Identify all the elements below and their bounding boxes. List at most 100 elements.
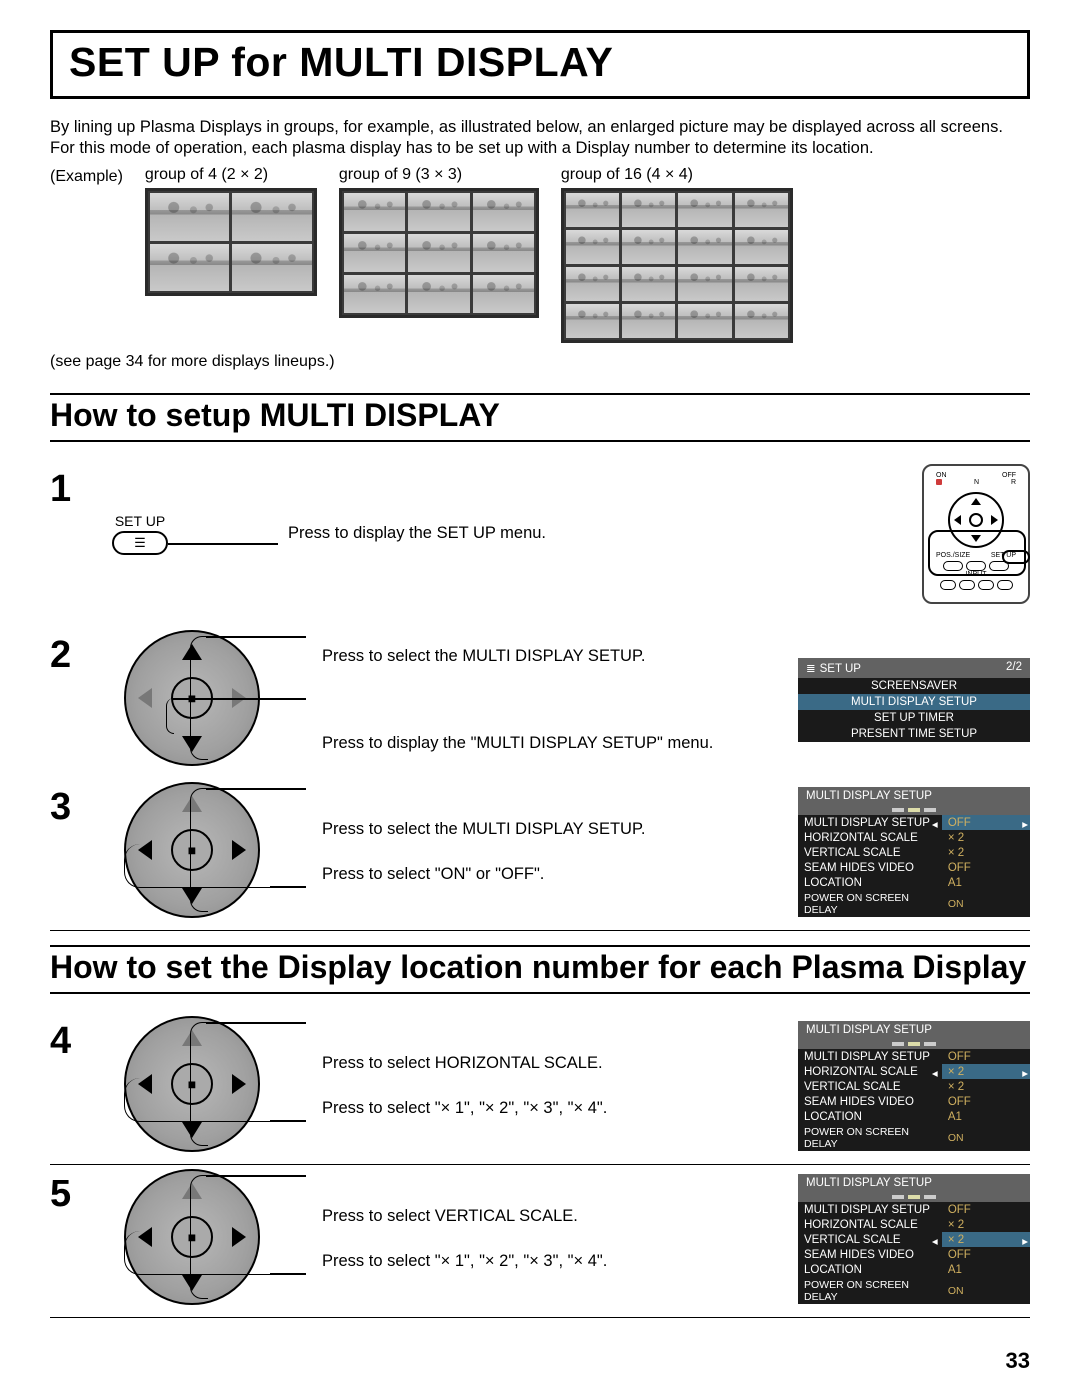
osd-row-value: ON [942,1124,1030,1151]
display-panel [622,267,675,301]
group-9-caption: group of 9 (3 × 3) [339,166,462,184]
osd-setup-page: 2/2 [1006,661,1022,675]
step-2: 2 ■ Press to select the MULTI DISPLAY SE… [50,626,1030,778]
step-3-number: 3 [50,782,112,826]
group-9-grid [339,188,539,318]
menu-list-icon: ≣ [806,663,816,675]
osd-row-label: POWER ON SCREEN DELAY [798,1277,942,1304]
display-panel [566,267,619,301]
osd-setup-item: MULTI DISPLAY SETUP [798,694,1030,710]
display-panel [150,193,230,241]
osd-row-value: ON [942,1277,1030,1304]
h2-location: How to set the Display location number f… [50,949,1030,986]
osd-row-value: × 2 [942,845,1030,860]
display-panel [735,193,788,227]
example-row: (Example) group of 4 (2 × 2) group of 9 … [50,166,1030,343]
osd-row-label: SEAM HIDES VIDEO [798,1094,942,1109]
display-panel [344,193,405,231]
osd-row-label: LOCATION [798,1262,942,1277]
step-4-number: 4 [50,1016,112,1060]
group-4-grid [145,188,317,296]
setup-button-illustration: SET UP ☰ [112,513,168,555]
osd-multi-step3: MULTI DISPLAY SETUP MULTI DISPLAY SETUPO… [798,787,1030,917]
menu-icon: ☰ [134,535,146,551]
steps-part1: 1 SET UP ☰ Press to display the SET UP m… [50,460,1030,931]
osd-row-label: POWER ON SCREEN DELAY [798,890,942,917]
osd-row-label: SEAM HIDES VIDEO [798,860,942,875]
step-5-text-a: Press to select VERTICAL SCALE. [322,1204,607,1230]
display-panel [232,244,312,292]
display-panel [678,230,731,264]
group-4-caption: group of 4 (2 × 2) [145,166,268,184]
display-panel [566,193,619,227]
display-panel [473,234,534,272]
osd-row-value: OFF [942,1094,1030,1109]
remote-illustration: ONOFF NR POS./SIZESET UP INPUT [922,464,1030,604]
osd-setup-item: PRESENT TIME SETUP [798,726,1030,742]
display-panel [566,230,619,264]
osd-row-label: HORIZONTAL SCALE [798,1217,942,1232]
osd-row-label: MULTI DISPLAY SETUP [798,1049,942,1064]
steps-part2: 4 ■ Press to select HORIZONTAL SCALE. [50,1012,1030,1318]
osd-row-label: HORIZONTAL SCALE [798,830,942,845]
step-5-text-b: Press to select "× 1", "× 2", "× 3", "× … [322,1249,607,1275]
display-panel [344,275,405,313]
display-panel [408,234,469,272]
page-title: SET UP for MULTI DISPLAY [69,39,1011,86]
step-2-text-b: Press to display the "MULTI DISPLAY SETU… [322,731,713,757]
osd-row-label: SEAM HIDES VIDEO [798,1247,942,1262]
osd-row-value: × 2 [942,830,1030,845]
osd-row-value: A1 [942,1262,1030,1277]
display-panel [150,244,230,292]
osd-row-value: × 2 [942,1079,1030,1094]
section-display-location: How to set the Display location number f… [50,945,1030,994]
group-16-grid [561,188,793,343]
step-1-number: 1 [50,464,112,508]
group-4: group of 4 (2 × 2) [145,166,317,296]
setup-button-label: SET UP [115,513,165,529]
osd-row-label: POWER ON SCREEN DELAY [798,1124,942,1151]
display-panel [678,267,731,301]
display-panel [622,193,675,227]
osd-row-value: × 2 [942,1064,1030,1079]
osd-row-value: OFF [942,1202,1030,1217]
osd-row-value: × 2 [942,1232,1030,1247]
osd-multi-step5: MULTI DISPLAY SETUP MULTI DISPLAY SETUPO… [798,1174,1030,1304]
osd-row-label: VERTICAL SCALE [798,1232,942,1247]
osd-row-value: OFF [942,1049,1030,1064]
group-16: group of 16 (4 × 4) [561,166,793,343]
osd-row-value: A1 [942,875,1030,890]
display-panel [735,267,788,301]
display-panel [344,234,405,272]
display-panel [232,193,312,241]
step-4-text-a: Press to select HORIZONTAL SCALE. [322,1051,607,1077]
osd-row-label: VERTICAL SCALE [798,845,942,860]
step-4: 4 ■ Press to select HORIZONTAL SCALE. [50,1012,1030,1165]
display-panel [473,193,534,231]
osd-row-value: OFF [942,815,1030,830]
osd-row-value: ON [942,890,1030,917]
page-title-box: SET UP for MULTI DISPLAY [50,30,1030,99]
step-2-number: 2 [50,630,112,674]
display-panel [622,304,675,338]
osd-multi-title: MULTI DISPLAY SETUP [798,787,1030,805]
step-3: 3 ■ Press to select the MULTI DISPLAY SE… [50,778,1030,931]
h2-setup: How to setup MULTI DISPLAY [50,397,1030,434]
step-3-text-a: Press to select the MULTI DISPLAY SETUP. [322,817,645,843]
display-panel [408,193,469,231]
display-panel [408,275,469,313]
display-panel [678,193,731,227]
page-number: 33 [50,1348,1030,1374]
osd-row-value: OFF [942,860,1030,875]
see-page-note: (see page 34 for more displays lineups.) [50,353,1030,371]
osd-setup-item: SET UP TIMER [798,710,1030,726]
step-2-text-a: Press to select the MULTI DISPLAY SETUP. [322,644,713,670]
display-panel [678,304,731,338]
osd-row-label: LOCATION [798,1109,942,1124]
osd-setup-item: SCREENSAVER [798,678,1030,694]
display-panel [622,230,675,264]
example-label: (Example) [50,166,123,186]
display-panel [473,275,534,313]
group-16-caption: group of 16 (4 × 4) [561,166,693,184]
osd-row-label: MULTI DISPLAY SETUP [798,815,942,830]
